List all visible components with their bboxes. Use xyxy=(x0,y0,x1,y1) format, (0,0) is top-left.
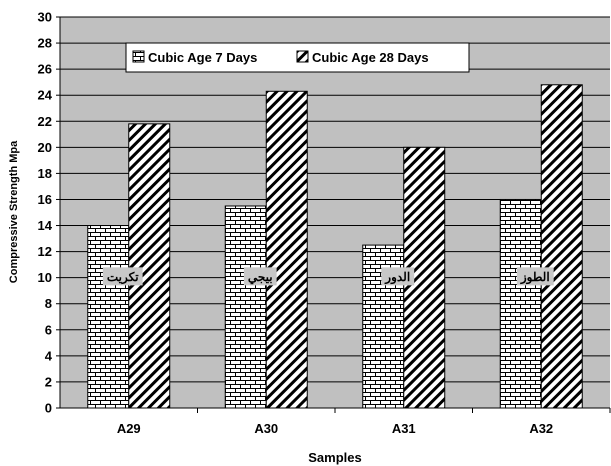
annotation-label: الطوز xyxy=(516,267,554,286)
bars xyxy=(87,84,583,409)
y-tick-label: 18 xyxy=(38,166,52,181)
y-tick-label: 4 xyxy=(45,348,53,363)
x-tick-labels: A29 A30 A31 A32 xyxy=(117,421,553,436)
y-tick-label: 2 xyxy=(45,374,52,389)
annotations: تكريت بيجي الدور الطوز xyxy=(102,267,554,286)
annotation-label: تكريت xyxy=(102,267,143,286)
x-tick-label: A32 xyxy=(529,421,553,436)
y-tick-label: 16 xyxy=(38,192,52,207)
annotation-label: بيجي xyxy=(243,267,277,286)
annotation-text: الطوز xyxy=(520,270,550,285)
annotation-box xyxy=(102,267,143,286)
bar-a30-series-2 xyxy=(265,90,308,409)
y-tick-label: 30 xyxy=(38,10,52,25)
y-tick-label: 12 xyxy=(38,244,52,259)
bar-a29-series-2 xyxy=(128,123,171,409)
y-tick-label: 14 xyxy=(38,218,53,233)
bar-a32-series-1 xyxy=(499,198,542,409)
y-tick-label: 28 xyxy=(38,36,52,51)
bar-a30-series-1 xyxy=(224,205,267,409)
y-tick-label: 20 xyxy=(38,140,52,155)
annotation-text: بيجي xyxy=(248,270,273,285)
y-tick-label: 26 xyxy=(38,62,52,77)
annotation-text: الدور xyxy=(384,270,410,285)
x-axis-title: Samples xyxy=(308,450,361,465)
legend-swatch-28-days xyxy=(296,50,309,63)
bar-a32-series-2 xyxy=(540,84,583,409)
legend-label-28-days: Cubic Age 28 Days xyxy=(312,50,429,65)
y-tick-label: 22 xyxy=(38,114,52,129)
x-tick-label: A29 xyxy=(117,421,141,436)
y-tick-label: 10 xyxy=(38,270,52,285)
annotation-box xyxy=(516,267,554,286)
bar-a29-series-1 xyxy=(87,225,130,409)
x-tick-label: A30 xyxy=(254,421,278,436)
axes xyxy=(56,16,611,413)
annotation-label: الدور xyxy=(381,267,415,286)
annotation-box xyxy=(243,267,277,286)
x-tick-label: A31 xyxy=(392,421,416,436)
annotation-box xyxy=(381,267,415,286)
y-tick-label: 0 xyxy=(45,401,52,416)
annotation-text: تكريت xyxy=(107,270,139,285)
legend: Cubic Age 7 Days Cubic Age 28 Days xyxy=(125,42,470,73)
y-tick-label: 8 xyxy=(45,296,52,311)
legend-swatch-7-days xyxy=(132,50,145,63)
y-axis-title: Compressive Strength Mpa xyxy=(8,140,20,283)
y-tick-label: 24 xyxy=(38,88,53,103)
y-tick-label: 6 xyxy=(45,322,52,337)
legend-label-7-days: Cubic Age 7 Days xyxy=(148,50,257,65)
